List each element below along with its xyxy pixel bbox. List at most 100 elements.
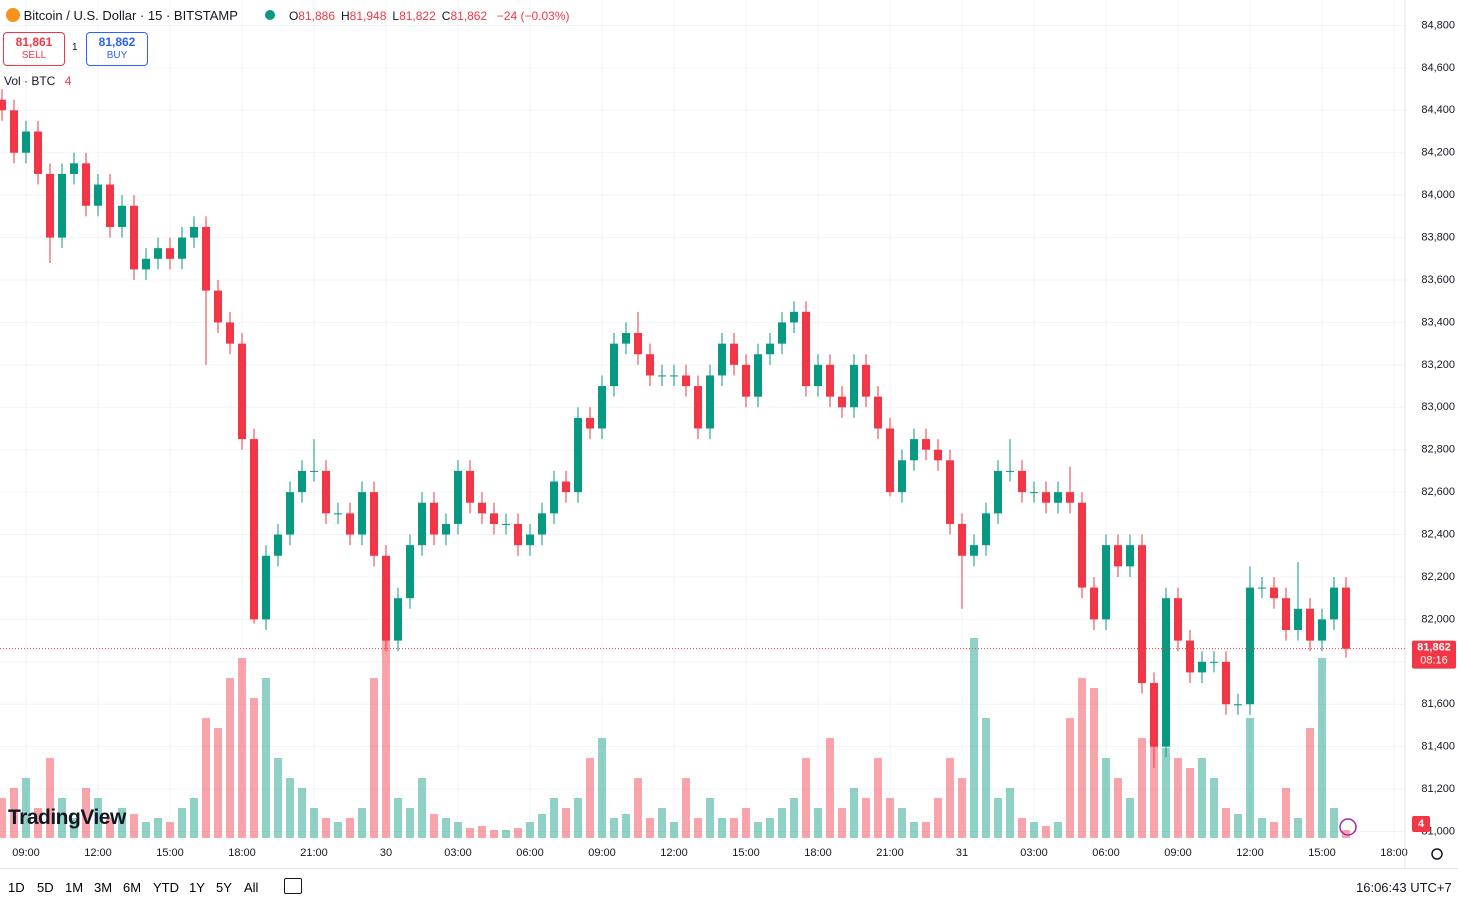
range-button[interactable]: 1D xyxy=(8,880,25,895)
x-tick-label: 12:00 xyxy=(1236,847,1264,859)
volume-legend: Vol · BTC 4 xyxy=(4,74,71,88)
volume-bar xyxy=(346,818,354,838)
y-tick-label: 83,000 xyxy=(1421,401,1455,413)
candle-body xyxy=(382,555,390,641)
candle-body xyxy=(994,470,1002,514)
candle-body xyxy=(598,386,606,429)
candle-body xyxy=(718,343,726,376)
candle-body xyxy=(946,460,954,524)
range-button[interactable]: 1M xyxy=(65,880,84,895)
volume-bar xyxy=(706,798,714,838)
volume-bar xyxy=(226,678,234,838)
volume-bar xyxy=(466,828,474,838)
volume-bar xyxy=(10,788,18,838)
x-tick-label: 09:00 xyxy=(1164,847,1192,859)
candle-body xyxy=(1042,492,1050,503)
candle-body xyxy=(502,523,510,525)
volume-bar xyxy=(1234,814,1242,838)
sell-button[interactable]: 81,861 SELL xyxy=(3,32,65,66)
range-button[interactable]: 5Y xyxy=(216,880,232,895)
volume-bar xyxy=(742,808,750,838)
x-tick-label: 21:00 xyxy=(876,847,904,859)
last-price-tag xyxy=(1412,640,1456,669)
x-tick-label: 06:00 xyxy=(1092,847,1120,859)
candle-body xyxy=(1054,492,1062,503)
volume-bar xyxy=(430,814,438,838)
candle-body xyxy=(34,131,42,174)
date-range-icon[interactable] xyxy=(284,878,302,894)
x-tick-label: 09:00 xyxy=(12,847,40,859)
candle-body xyxy=(178,237,186,259)
ohlc-legend: O81,886 H81,948 L81,822 C81,862 xyxy=(289,9,493,23)
candle-body xyxy=(694,386,702,429)
candle-body xyxy=(94,184,102,206)
candle-body xyxy=(214,290,222,323)
volume-bar xyxy=(418,778,426,838)
range-button[interactable]: 6M xyxy=(123,880,142,895)
candle-body xyxy=(1270,587,1278,599)
range-button[interactable]: All xyxy=(244,880,259,895)
symbol: Bitcoin / U.S. Dollar · 15 · BITSTAMP xyxy=(23,8,238,23)
candle-body xyxy=(622,333,630,344)
candle-body xyxy=(766,343,774,355)
sell-price: 81,861 xyxy=(15,35,53,49)
candle-body xyxy=(1306,608,1314,641)
volume-bar xyxy=(958,778,966,838)
candle-body xyxy=(1342,587,1350,649)
volume-bar xyxy=(238,658,246,838)
candle-body xyxy=(1078,502,1086,588)
ohlc-value: 81,948 xyxy=(349,9,387,23)
volume-bar xyxy=(694,818,702,838)
volume-bar xyxy=(0,798,6,838)
buy-price: 81,862 xyxy=(98,35,136,49)
range-button[interactable]: 1Y xyxy=(189,880,205,895)
x-tick-label: 12:00 xyxy=(84,847,112,859)
candle-body xyxy=(406,545,414,599)
y-tick-label: 81,400 xyxy=(1421,741,1455,753)
candle-body xyxy=(658,375,666,377)
lightning-icon xyxy=(1339,818,1357,836)
candle-body xyxy=(370,492,378,556)
x-tick-label: 21:00 xyxy=(300,847,328,859)
volume-bar xyxy=(634,778,642,838)
volume-bar xyxy=(1294,818,1302,838)
candle-body xyxy=(1186,640,1194,673)
volume-bar xyxy=(262,678,270,838)
candle-body xyxy=(346,513,354,535)
x-tick-label: 18:00 xyxy=(804,847,832,859)
range-button[interactable]: 5D xyxy=(37,880,54,895)
candle-body xyxy=(1234,704,1242,706)
change: −24 (−0.03%) xyxy=(496,9,570,23)
candle-body xyxy=(1114,545,1122,567)
buy-label: BUY xyxy=(106,50,128,61)
candle-body xyxy=(958,523,966,556)
volume-bar xyxy=(826,738,834,838)
candle-body xyxy=(1102,545,1110,620)
candle-body xyxy=(202,226,210,291)
candle-body xyxy=(538,513,546,535)
range-button[interactable]: YTD xyxy=(153,880,179,895)
candle-body xyxy=(706,375,714,429)
candles xyxy=(0,89,1350,768)
y-tick-label: 84,800 xyxy=(1421,19,1455,31)
volume-bar xyxy=(310,808,318,838)
candle-body xyxy=(298,470,306,493)
candle-body xyxy=(898,460,906,493)
volume-bar xyxy=(1306,728,1314,838)
range-button[interactable]: 3M xyxy=(94,880,113,895)
volume-bar xyxy=(1018,818,1026,838)
volume-bar xyxy=(166,822,174,838)
toolbar-separator xyxy=(0,868,1458,869)
x-tick-label: 31 xyxy=(956,847,968,859)
y-tick-label: 84,000 xyxy=(1421,189,1455,201)
volume-bar xyxy=(934,798,942,838)
candle-body xyxy=(106,184,114,227)
y-tick-label: 83,200 xyxy=(1421,359,1455,371)
volume-bar xyxy=(658,808,666,838)
candle-body xyxy=(982,513,990,546)
buy-button[interactable]: 81,862 BUY xyxy=(86,32,148,66)
volume-bar xyxy=(1114,778,1122,838)
volume-bar xyxy=(1186,768,1194,838)
candle-body xyxy=(142,258,150,270)
